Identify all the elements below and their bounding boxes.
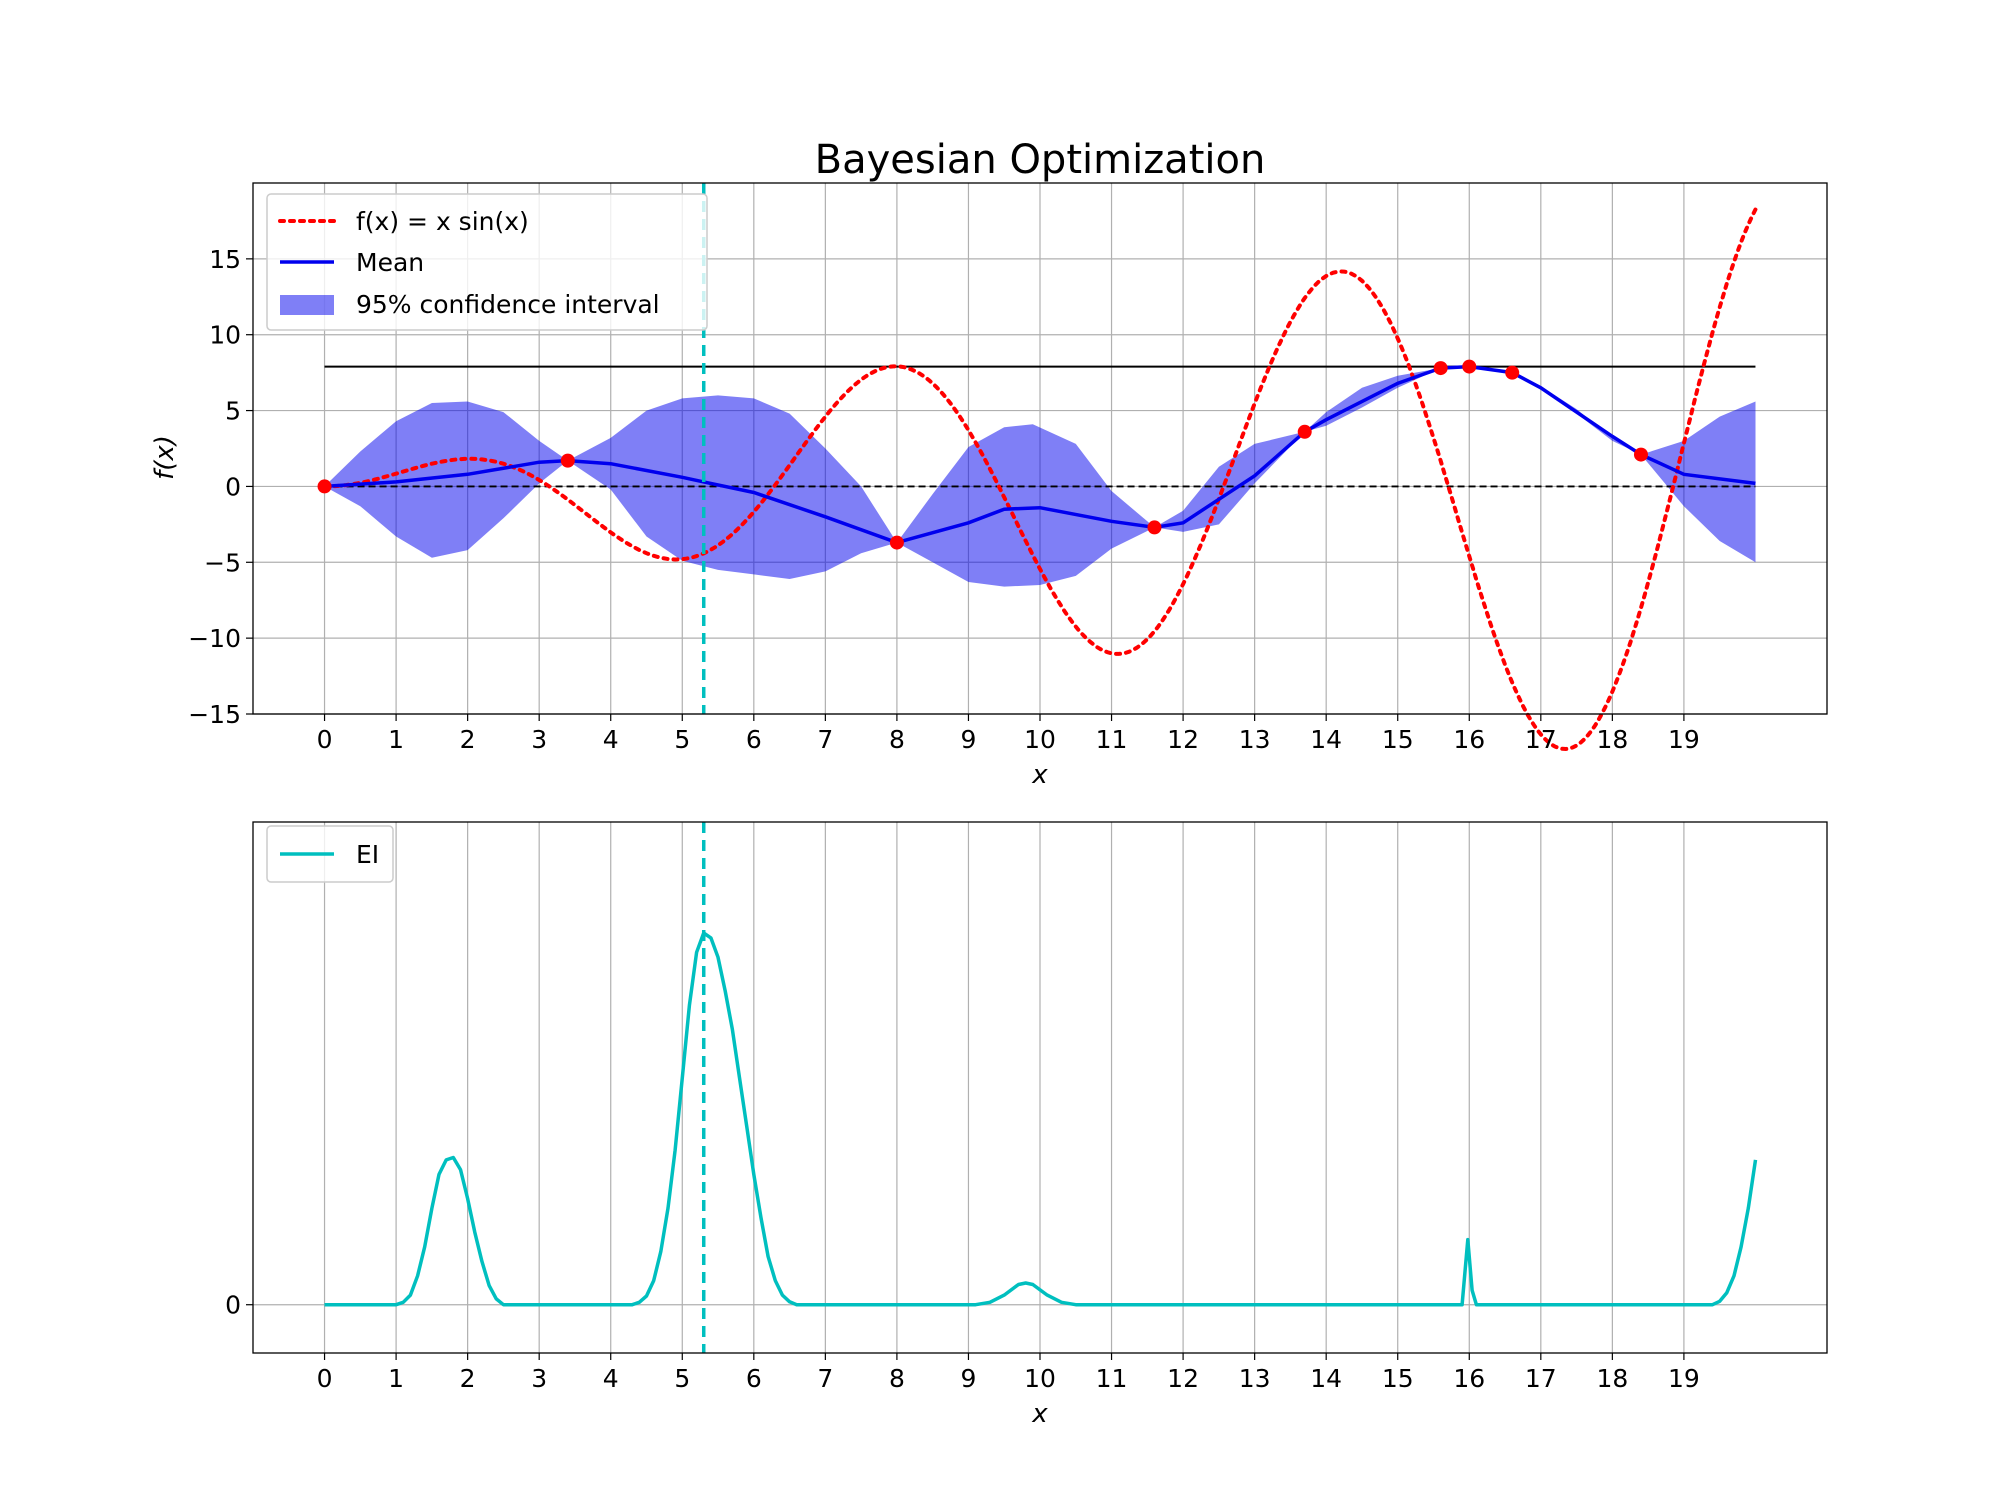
bottom-x-ticks: 0 1 2 3 4 5 6 7 8 9 10 11 12 13 14 15 16 17 18 19 [317,1353,1700,1393]
x-tick-label: 2 [460,725,476,754]
x-tick-label: 12 [1167,725,1199,754]
x-tick-label: 19 [1668,725,1700,754]
bottom-grid [253,822,1827,1353]
top-panel: 0 1 2 3 4 5 6 7 8 9 10 11 12 13 14 15 16 17 18 19 −15−10−50… [150,137,1828,790]
legend-band-swatch [280,295,334,315]
y-tick-label: 15 [209,245,241,274]
x-tick-label: 19 [1668,1364,1700,1393]
x-tick-label: 13 [1239,725,1271,754]
sample-point [1505,365,1520,380]
x-tick-label: 10 [1024,1364,1056,1393]
x-tick-label: 9 [961,725,977,754]
legend-ei-label: EI [356,840,379,869]
y-tick-label: −15 [188,700,241,729]
chart-title: Bayesian Optimization [815,137,1266,183]
true-function-line [322,207,1758,752]
y-tick-label: 0 [225,472,241,501]
x-tick-label: 13 [1239,1364,1271,1393]
sample-point [1462,359,1477,374]
x-tick-label: 0 [317,1364,333,1393]
confidence-band [324,366,1756,587]
x-tick-label: 17 [1525,725,1557,754]
bottom-legend: EI [266,825,394,883]
x-tick-label: 16 [1453,725,1485,754]
y-tick-label: 5 [225,397,241,426]
top-x-axis-label: x [1031,760,1048,790]
x-tick-label: 14 [1310,1364,1342,1393]
x-tick-label: 4 [603,1364,619,1393]
x-tick-label: 6 [746,1364,762,1393]
x-tick-label: 18 [1596,725,1628,754]
bottom-y-ticks: 0 [225,1291,253,1320]
ei-line [324,931,1758,1307]
x-tick-label: 16 [1453,1364,1485,1393]
x-tick-label: 8 [889,1364,905,1393]
sample-point [1633,447,1648,462]
x-tick-label: 1 [388,725,404,754]
legend-true-label: f(x) = x sin(x) [356,207,529,236]
x-tick-label: 12 [1167,1364,1199,1393]
x-tick-label: 4 [603,725,619,754]
x-tick-label: 15 [1382,725,1414,754]
legend-band-label: 95% confidence interval [356,290,660,319]
sample-point [1297,424,1312,439]
x-tick-label: 11 [1096,1364,1128,1393]
mean-line [324,364,1756,545]
x-tick-label: 1 [388,1364,404,1393]
x-tick-label: 0 [317,725,333,754]
x-tick-label: 7 [817,725,833,754]
sample-point [889,535,904,550]
x-tick-label: 8 [889,725,905,754]
y-tick-label: 0 [225,1291,241,1320]
y-tick-label: −10 [188,624,241,653]
x-tick-label: 3 [531,1364,547,1393]
sample-point [560,453,575,468]
x-tick-label: 14 [1310,725,1342,754]
x-tick-label: 18 [1596,1364,1628,1393]
y-tick-label: −5 [204,548,241,577]
x-tick-label: 5 [674,1364,690,1393]
x-tick-label: 2 [460,1364,476,1393]
x-tick-label: 6 [746,725,762,754]
x-tick-label: 9 [961,1364,977,1393]
sample-point [1433,361,1448,376]
sample-point [317,479,332,494]
x-tick-label: 17 [1525,1364,1557,1393]
top-legend: f(x) = x sin(x) Mean 95% confidence inte… [266,193,708,331]
bottom-panel: 0 1 2 3 4 5 6 7 8 9 10 11 12 13 14 15 16 17 18 19 0 x EI [225,821,1828,1429]
x-tick-label: 7 [817,1364,833,1393]
x-tick-label: 10 [1024,725,1056,754]
bottom-x-axis-label: x [1031,1399,1048,1429]
top-x-ticks: 0 1 2 3 4 5 6 7 8 9 10 11 12 13 14 15 16 17 18 19 [317,714,1700,754]
x-tick-label: 11 [1096,725,1128,754]
sample-points [317,359,1648,550]
legend-box [266,193,708,331]
legend-mean-label: Mean [356,248,424,277]
top-y-ticks: −15 −10 −5 0 5 10 15 [188,245,253,729]
x-tick-label: 5 [674,725,690,754]
y-tick-label: 10 [209,321,241,350]
x-tick-label: 3 [531,725,547,754]
sample-point [1147,520,1162,535]
top-y-axis-label: f(x) [150,435,180,480]
x-tick-label: 15 [1382,1364,1414,1393]
